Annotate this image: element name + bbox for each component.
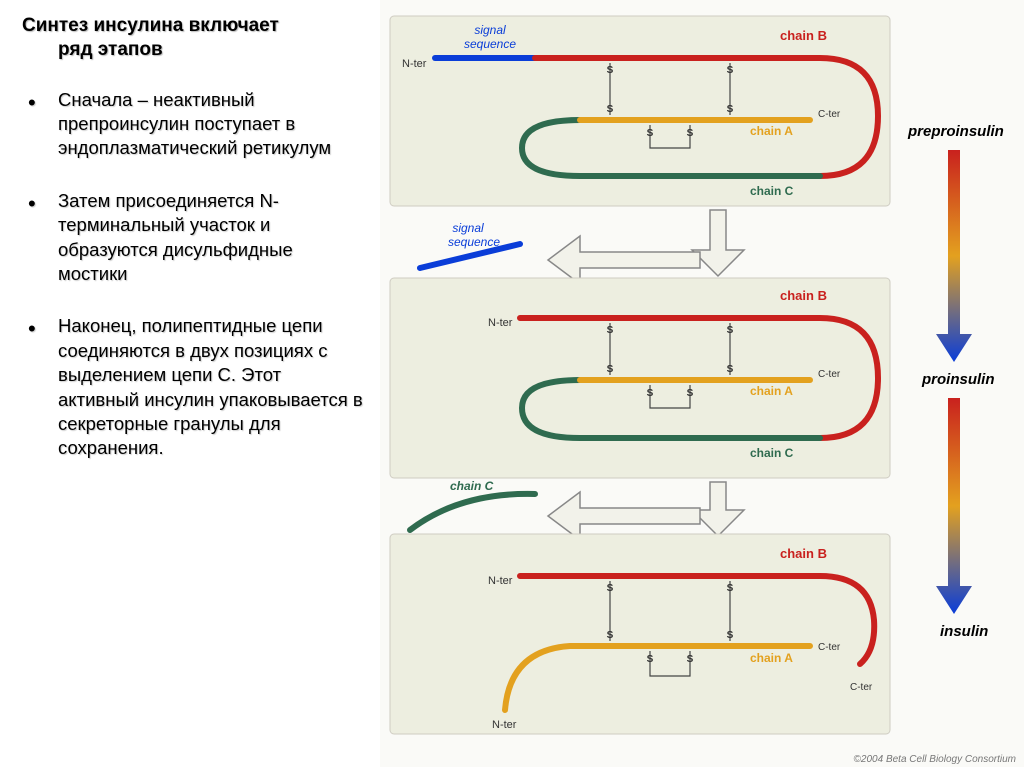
bullet-list: Сначала – неактивный препроинсулин посту…: [22, 88, 364, 461]
stage-label-insulin: insulin: [940, 623, 988, 640]
nter-label: N-ter: [488, 575, 513, 587]
chain-a-label: chain A: [750, 651, 793, 665]
svg-text:S: S: [727, 65, 734, 76]
signal-sequence-cleaved-label: signal: [452, 221, 484, 235]
cleaved-chain-c: [410, 494, 535, 530]
svg-text:S: S: [727, 364, 734, 375]
chain-b-label: chain B: [780, 288, 827, 303]
insulin-synthesis-diagram: signal sequence chain B N-ter S S: [380, 0, 1024, 767]
title-line-2: ряд этапов: [22, 38, 364, 62]
nter-label: N-ter: [492, 719, 517, 731]
svg-text:S: S: [607, 104, 614, 115]
chain-c-label: chain C: [750, 446, 794, 460]
bullet-item: Затем присоединяется N-терминальный учас…: [22, 189, 364, 287]
signal-sequence-label: signal: [474, 23, 506, 37]
cter-label: C-ter: [818, 642, 841, 653]
svg-text:S: S: [727, 325, 734, 336]
chain-a-label: chain A: [750, 124, 793, 138]
gradient-arrow: [936, 150, 972, 362]
svg-text:S: S: [607, 364, 614, 375]
svg-text:S: S: [687, 128, 694, 139]
gradient-arrow: [936, 398, 972, 614]
nter-label: N-ter: [402, 58, 427, 70]
text-panel: Синтез инсулина включает ряд этапов Снач…: [0, 0, 380, 767]
cter-label: C-ter: [818, 109, 841, 120]
svg-text:S: S: [727, 583, 734, 594]
svg-text:S: S: [607, 583, 614, 594]
stage-box: [390, 534, 890, 734]
copyright-text: ©2004 Beta Cell Biology Consortium: [854, 754, 1016, 765]
stage-label-proinsulin: proinsulin: [921, 371, 995, 388]
svg-text:S: S: [727, 630, 734, 641]
chain-b-label: chain B: [780, 546, 827, 561]
svg-text:S: S: [647, 654, 654, 665]
svg-text:S: S: [687, 388, 694, 399]
slide-title: Синтез инсулина включает ряд этапов: [22, 14, 364, 62]
stage-label-preproinsulin: preproinsulin: [907, 123, 1004, 140]
process-arrow-left: [548, 236, 700, 284]
nter-label: N-ter: [488, 317, 513, 329]
chain-a-label: chain A: [750, 384, 793, 398]
cter-label: C-ter: [818, 369, 841, 380]
svg-text:S: S: [727, 104, 734, 115]
svg-text:S: S: [647, 128, 654, 139]
signal-sequence-cleaved-label: sequence: [448, 235, 500, 249]
cter-label: C-ter: [850, 682, 873, 693]
bullet-item: Сначала – неактивный препроинсулин посту…: [22, 88, 364, 161]
bullet-item: Наконец, полипептидные цепи соединяются …: [22, 314, 364, 460]
chain-c-cleaved-label: chain C: [450, 479, 494, 493]
svg-text:S: S: [607, 630, 614, 641]
chain-b-label: chain B: [780, 28, 827, 43]
title-line-1: Синтез инсулина включает: [22, 15, 279, 36]
svg-text:S: S: [607, 65, 614, 76]
process-arrow-left: [548, 492, 700, 540]
chain-c-label: chain C: [750, 184, 794, 198]
svg-text:S: S: [647, 388, 654, 399]
diagram-panel: signal sequence chain B N-ter S S: [380, 0, 1024, 767]
svg-text:S: S: [607, 325, 614, 336]
signal-sequence-label: sequence: [464, 37, 516, 51]
svg-text:S: S: [687, 654, 694, 665]
